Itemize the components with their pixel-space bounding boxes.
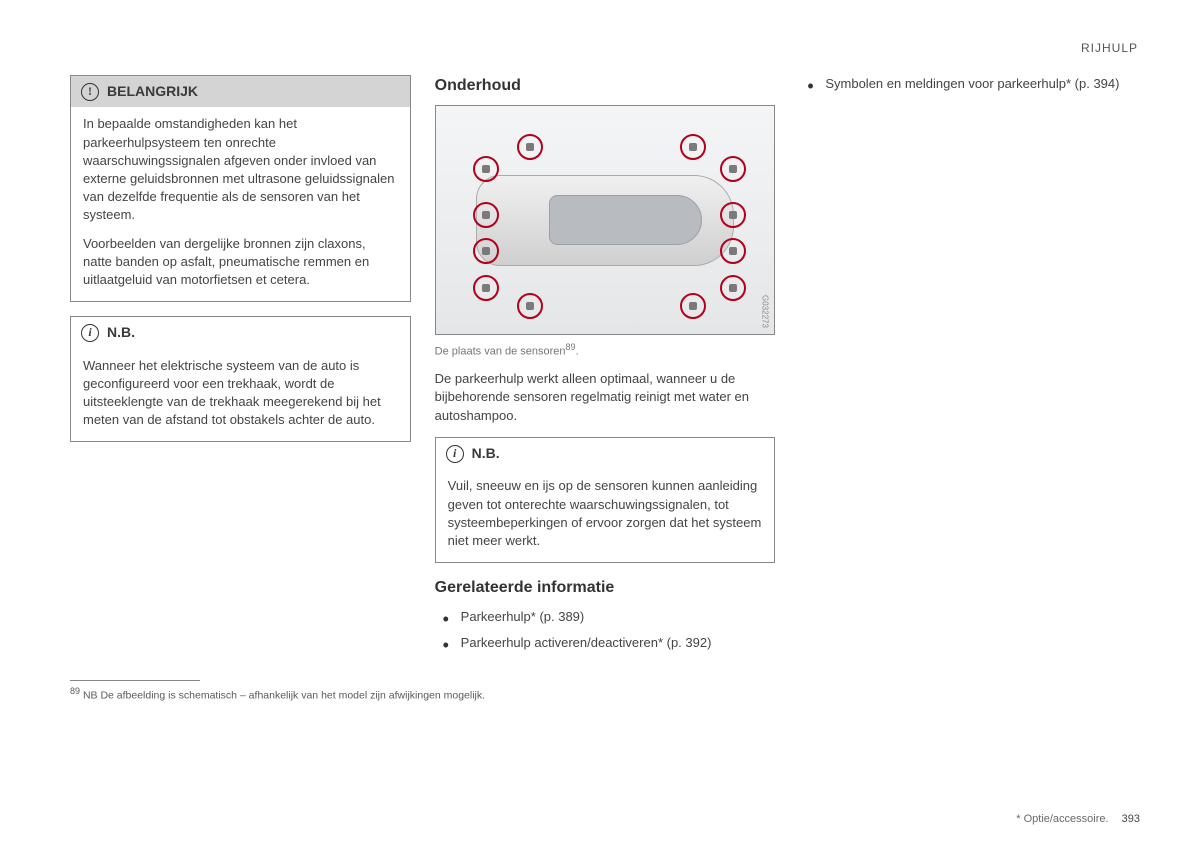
- important-callout: ! BELANGRIJK In bepaalde omstandigheden …: [70, 75, 411, 302]
- footnote-text: NB De afbeelding is schematisch – afhank…: [83, 689, 485, 701]
- sensor-marker: [720, 156, 746, 182]
- content-columns: ! BELANGRIJK In bepaalde omstandigheden …: [70, 75, 1140, 660]
- sensor-marker: [720, 275, 746, 301]
- footnote: 89 NB De afbeelding is schematisch – afh…: [70, 685, 1140, 703]
- info-icon: i: [81, 324, 99, 342]
- important-p1: In bepaalde omstandigheden kan het parke…: [83, 115, 398, 224]
- caption-footnote-ref: 89: [566, 342, 576, 352]
- sensor-marker: [517, 293, 543, 319]
- diagram-caption: De plaats van de sensoren89.: [435, 341, 776, 360]
- caption-text: De plaats van de sensoren: [435, 346, 566, 358]
- important-title: BELANGRIJK: [107, 82, 198, 102]
- col3-list: Symbolen en meldingen voor parkeerhulp* …: [799, 75, 1140, 93]
- page-footer: * Optie/accessoire. 393: [70, 812, 1140, 827]
- footer-option: * Optie/accessoire.: [1016, 813, 1108, 825]
- note2-header: i N.B.: [436, 438, 775, 470]
- sensor-diagram: G032273: [435, 105, 776, 335]
- important-body: In bepaalde omstandigheden kan het parke…: [71, 107, 410, 301]
- col3-bullet: Symbolen en meldingen voor parkeerhulp* …: [803, 75, 1140, 93]
- footnote-ref: 89: [70, 686, 80, 696]
- note1-body: Wanneer het elektrische systeem van de a…: [71, 349, 410, 442]
- sensor-marker: [517, 134, 543, 160]
- note2-title: N.B.: [472, 444, 500, 464]
- onderhoud-heading: Onderhoud: [435, 75, 776, 97]
- info-icon: i: [446, 445, 464, 463]
- manual-page: RIJHULP ! BELANGRIJK In bepaalde omstand…: [0, 0, 1200, 845]
- note-callout-2: i N.B. Vuil, sneeuw en ijs op de sensore…: [435, 437, 776, 563]
- sensor-marker: [720, 238, 746, 264]
- car-roof-glass: [549, 195, 702, 245]
- page-number: 393: [1122, 813, 1140, 825]
- car-silhouette: [476, 175, 733, 266]
- related-list: Parkeerhulp* (p. 389) Parkeerhulp activer…: [435, 608, 776, 652]
- related-item: Parkeerhulp activeren/deactiveren* (p. 3…: [439, 634, 776, 652]
- sensor-marker: [680, 293, 706, 319]
- section-header: RIJHULP: [70, 40, 1140, 57]
- note-callout-1: i N.B. Wanneer het elektrische systeem v…: [70, 316, 411, 442]
- warning-icon: !: [81, 83, 99, 101]
- column-2: Onderhoud G032273 De plaats van de senso…: [435, 75, 776, 660]
- related-heading: Gerelateerde informatie: [435, 577, 776, 599]
- column-1: ! BELANGRIJK In bepaalde omstandigheden …: [70, 75, 411, 660]
- sensor-marker: [473, 275, 499, 301]
- sensor-marker: [680, 134, 706, 160]
- note2-body: Vuil, sneeuw en ijs op de sensoren kunne…: [436, 469, 775, 562]
- column-3: Symbolen en meldingen voor parkeerhulp* …: [799, 75, 1140, 660]
- footnote-rule: [70, 680, 200, 681]
- note1-title: N.B.: [107, 323, 135, 343]
- important-p2: Voorbeelden van dergelijke bronnen zijn …: [83, 235, 398, 290]
- important-callout-header: ! BELANGRIJK: [71, 76, 410, 108]
- related-item: Parkeerhulp* (p. 389): [439, 608, 776, 626]
- image-id: G032273: [759, 295, 770, 328]
- sensor-marker: [720, 202, 746, 228]
- note1-p1: Wanneer het elektrische systeem van de a…: [83, 357, 398, 430]
- onderhoud-body: De parkeerhulp werkt alleen optimaal, wa…: [435, 370, 776, 425]
- note2-p1: Vuil, sneeuw en ijs op de sensoren kunne…: [448, 477, 763, 550]
- sensor-marker: [473, 202, 499, 228]
- note1-header: i N.B.: [71, 317, 410, 349]
